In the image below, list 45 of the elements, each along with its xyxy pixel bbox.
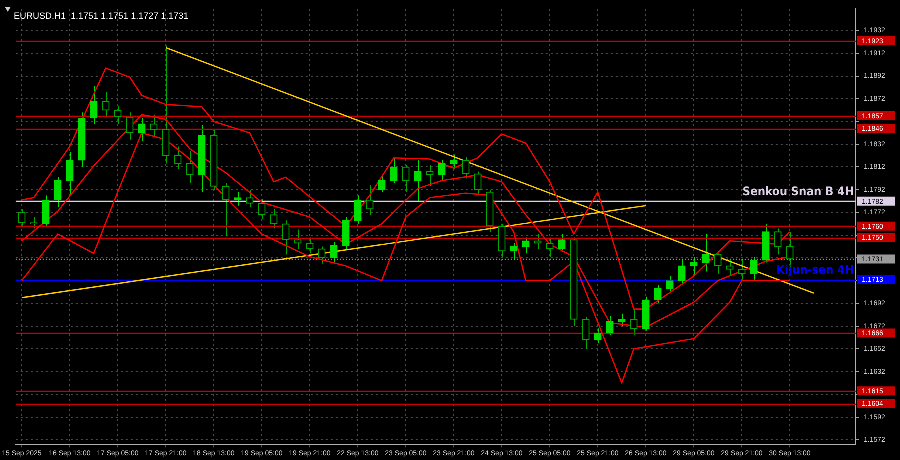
- ref-line-label: Kijun-sen 4H: [776, 262, 854, 277]
- candlestick: [222, 182, 230, 238]
- candlestick: [246, 189, 254, 208]
- candlestick: [234, 192, 242, 206]
- candlestick: [702, 234, 710, 272]
- candlestick: [450, 154, 458, 170]
- candlestick: [54, 176, 62, 208]
- candlestick: [102, 92, 110, 118]
- candlestick: [174, 146, 182, 170]
- candlestick: [546, 237, 554, 258]
- candlestick: [354, 195, 362, 225]
- candlestick: [366, 184, 374, 216]
- candlestick: [282, 220, 290, 256]
- candlestick: [42, 195, 50, 227]
- candlestick: [750, 256, 758, 282]
- candlestick: [330, 242, 338, 264]
- candlestick: [150, 114, 158, 138]
- candlestick: [774, 228, 782, 256]
- candlestick: [114, 105, 122, 125]
- candlestick: [726, 260, 734, 277]
- candlestick: [510, 242, 518, 261]
- candlestick: [342, 216, 350, 250]
- candlestick: [630, 310, 638, 336]
- ref-line-label: Senkou Snan B 4H: [742, 184, 854, 198]
- candlestick: [294, 229, 302, 250]
- candlestick: [462, 156, 470, 180]
- candlestick: [594, 328, 602, 344]
- candlestick: [426, 164, 434, 188]
- candlestick: [474, 171, 482, 195]
- candlestick: [414, 160, 422, 202]
- candlestick: [30, 216, 38, 230]
- candlestick: [690, 256, 698, 277]
- candlestick: [390, 158, 398, 184]
- candlestick: [522, 237, 530, 254]
- chart-title: EURUSD.H1 1.1751 1.1751 1.1727 1.1731: [14, 11, 189, 22]
- candlestick: [126, 112, 134, 140]
- candlestick: [738, 258, 746, 282]
- candlestick: [498, 224, 506, 258]
- candlestick: [582, 316, 590, 350]
- candlestick: [66, 152, 74, 195]
- candlestick: [402, 164, 410, 193]
- candlestick: [618, 313, 626, 327]
- candlestick: [90, 86, 98, 125]
- candlestick: [678, 260, 686, 284]
- candlestick: [306, 237, 314, 254]
